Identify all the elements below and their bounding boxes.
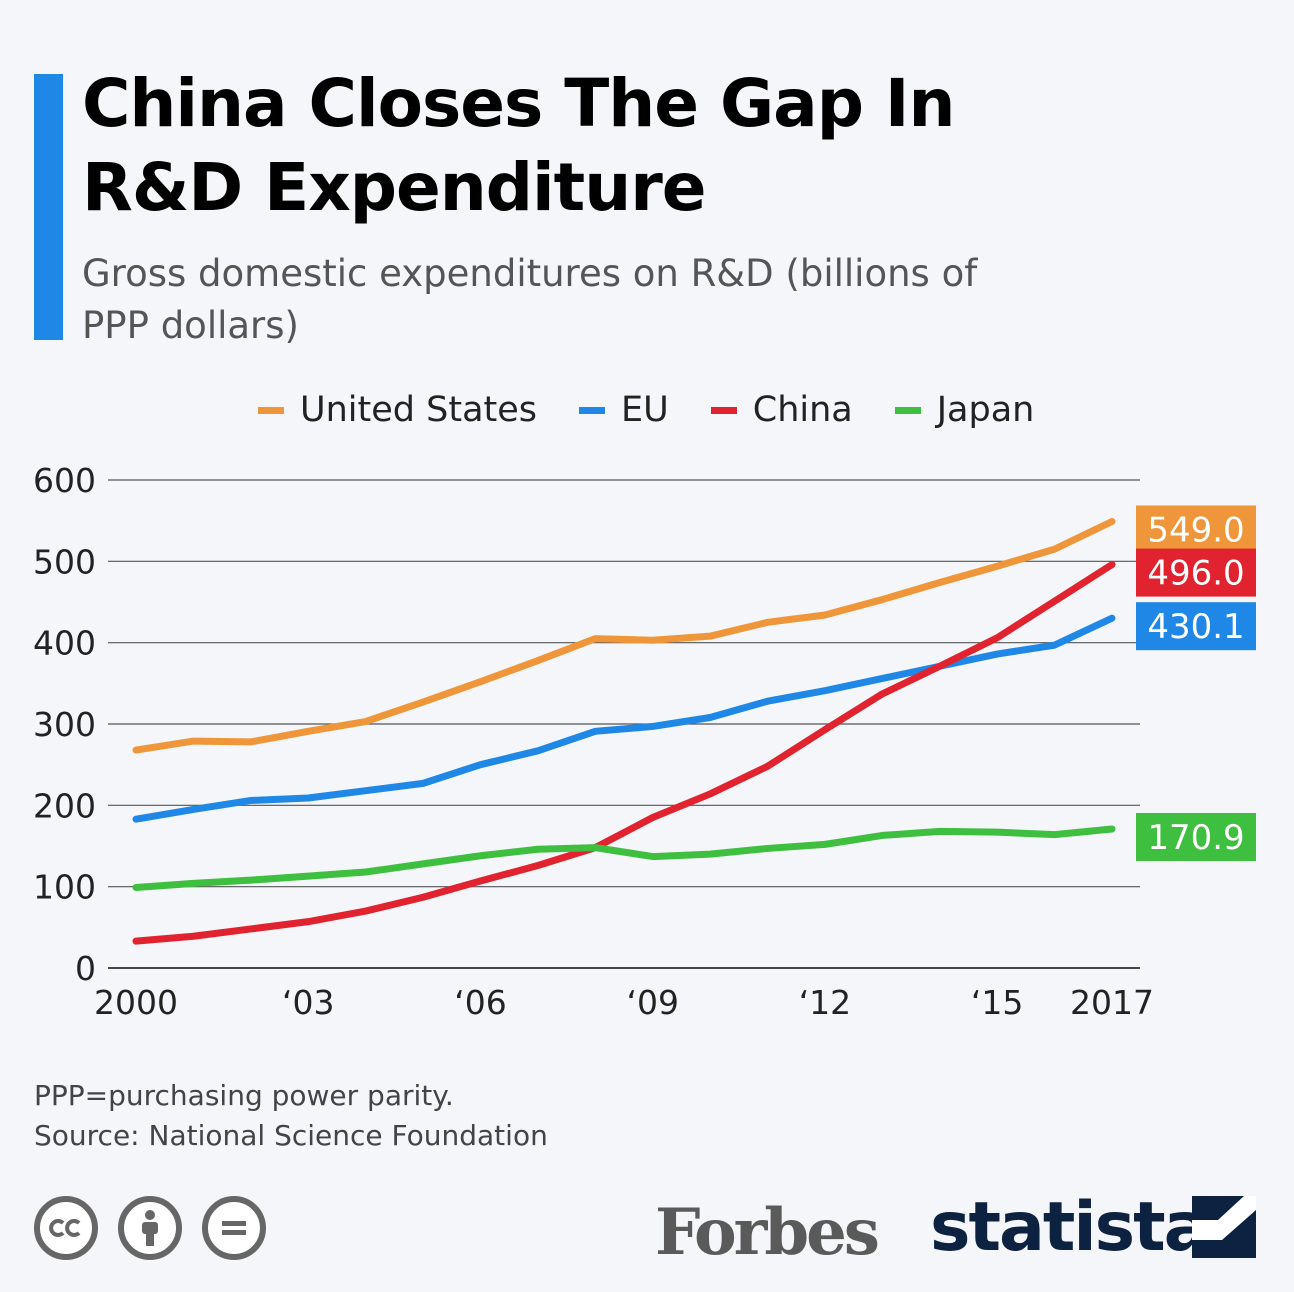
statista-mark-icon [1192, 1196, 1256, 1258]
y-tick-label: 300 [33, 705, 96, 744]
license-icons [34, 1196, 286, 1260]
y-tick-label: 100 [33, 868, 96, 907]
equals-glyph [222, 1221, 246, 1235]
legend-item-china: China [710, 390, 853, 430]
x-tick-label: ‘09 [626, 983, 678, 1022]
end-value-label: 430.1 [1147, 607, 1244, 647]
y-tick-label: 600 [33, 461, 96, 500]
legend-swatch [710, 406, 737, 414]
end-label-box [1136, 813, 1256, 862]
series-line-eu [132, 614, 1116, 823]
forbes-logo[interactable]: Forbes [655, 1195, 880, 1270]
series-line-japan [132, 825, 1116, 891]
x-tick-label: ‘06 [454, 983, 506, 1022]
end-value-label: 496.0 [1147, 554, 1244, 594]
y-tick-label: 200 [33, 786, 96, 825]
end-value-label: 170.9 [1147, 818, 1244, 858]
end-label-box [1136, 548, 1256, 597]
legend: United States EU China Japan [258, 385, 1076, 435]
legend-item-eu: EU [579, 390, 669, 430]
legend-swatch [258, 406, 284, 414]
attribution-icon[interactable] [118, 1196, 182, 1260]
end-label-box [1136, 602, 1256, 651]
end-value-label: 549.0 [1147, 510, 1244, 550]
legend-label: China [752, 390, 853, 430]
cc-icon[interactable] [34, 1196, 98, 1260]
chart-subtitle: Gross domestic expenditures on R&D (bill… [82, 252, 978, 347]
legend-swatch [894, 406, 921, 414]
legend-item-japan: Japan [894, 390, 1035, 430]
x-tick-label: 2017 [1070, 983, 1154, 1022]
x-tick-label: 2000 [94, 983, 178, 1022]
source-note: Source: National Science Foundation [34, 1119, 548, 1152]
end-label-box [1136, 505, 1256, 554]
x-tick-label: ‘12 [799, 983, 851, 1022]
x-tick-label: ‘03 [282, 983, 334, 1022]
legend-label: Japan [936, 390, 1035, 430]
accent-bar [34, 74, 63, 340]
footnote-ppp: PPP=purchasing power parity. [34, 1079, 454, 1112]
legend-swatch [579, 406, 606, 414]
y-tick-label: 500 [33, 542, 96, 581]
statista-logo[interactable]: statista [930, 1188, 1210, 1267]
footnotes: PPP=purchasing power parity. Source: Nat… [34, 1076, 548, 1156]
legend-label: United States [300, 390, 538, 430]
no-derivatives-icon[interactable] [202, 1196, 266, 1260]
cc-glyph [49, 1219, 81, 1237]
y-tick-label: 0 [75, 949, 96, 988]
series-line-china [132, 561, 1116, 945]
legend-item-united-states: United States [258, 390, 537, 430]
series-line-united-states [132, 517, 1116, 754]
person-glyph [142, 1210, 158, 1246]
y-tick-label: 400 [33, 624, 96, 663]
chart-title: China Closes The Gap In R&D Expenditure [82, 65, 955, 226]
legend-label: EU [621, 390, 669, 430]
x-tick-label: ‘15 [971, 983, 1023, 1022]
line-chart: 0 100 200 300 400 500 600 2000 ‘03 ‘06 ‘09 ‘12 ‘15 20… [33, 461, 1256, 1022]
